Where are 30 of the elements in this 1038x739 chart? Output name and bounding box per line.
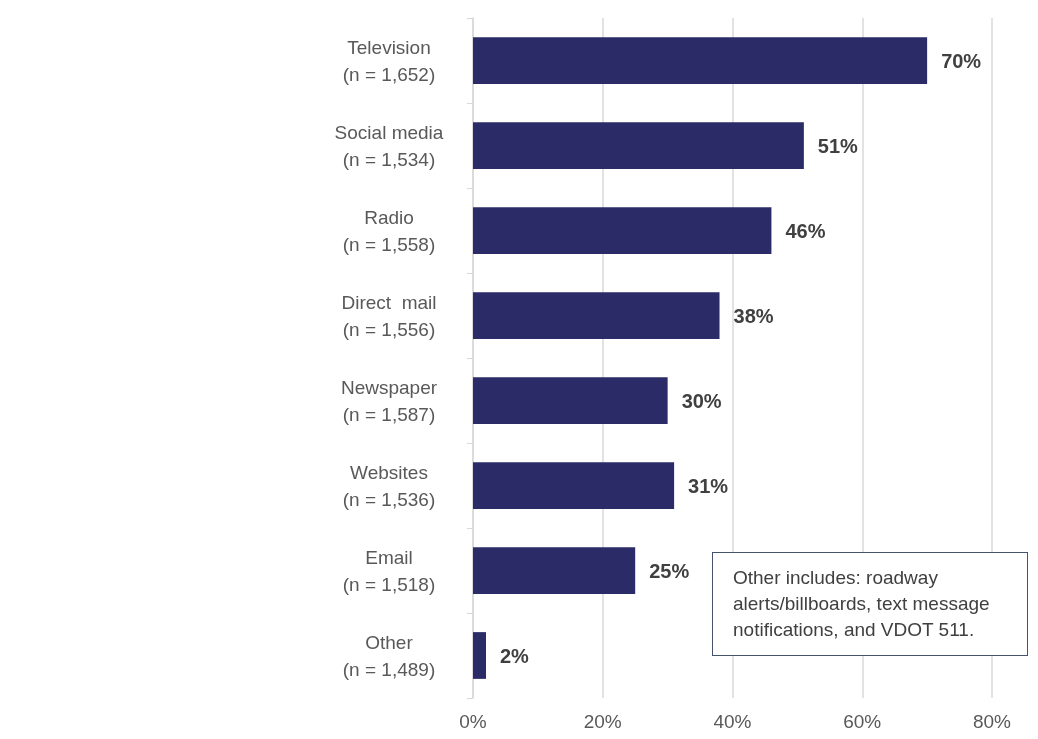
- data-label: 38%: [733, 304, 774, 327]
- annotation: Other includes: roadway alerts/billboards, text message notifications, and VDOT 511.: [712, 552, 1028, 656]
- y-tick-label: Television (n = 1,652): [342, 36, 436, 85]
- x-tick-label: 60%: [843, 711, 882, 732]
- data-label: 70%: [941, 49, 982, 72]
- bar: [473, 462, 675, 509]
- bar: [473, 292, 720, 339]
- bar: [473, 632, 486, 679]
- data-label: 31%: [688, 474, 729, 497]
- y-tick-label: Websites (n = 1,536): [342, 461, 436, 510]
- y-tick-label: Direct mail (n = 1,556): [341, 291, 437, 340]
- x-tick-label: 40%: [713, 711, 752, 732]
- y-tick-label: Other (n = 1,489): [342, 631, 436, 680]
- data-label: 2%: [499, 644, 530, 667]
- y-tick-label: Radio (n = 1,558): [342, 206, 436, 255]
- bar: [473, 37, 928, 84]
- x-tick-label: 20%: [583, 711, 622, 732]
- y-tick-label: Social media (n = 1,534): [334, 121, 444, 170]
- data-label: 25%: [649, 559, 690, 582]
- bar: [473, 377, 668, 424]
- x-tick-label: 0%: [459, 711, 487, 732]
- x-tick-label: 80%: [972, 711, 1012, 732]
- data-label: 46%: [785, 219, 826, 242]
- bar: [473, 547, 636, 594]
- bar: [473, 207, 772, 254]
- data-label: 30%: [681, 389, 722, 412]
- data-label: 51%: [817, 134, 859, 157]
- bar: [473, 122, 804, 169]
- y-tick-label: Newspaper (n = 1,587): [340, 376, 438, 425]
- y-tick-label: Email (n = 1,518): [342, 546, 436, 595]
